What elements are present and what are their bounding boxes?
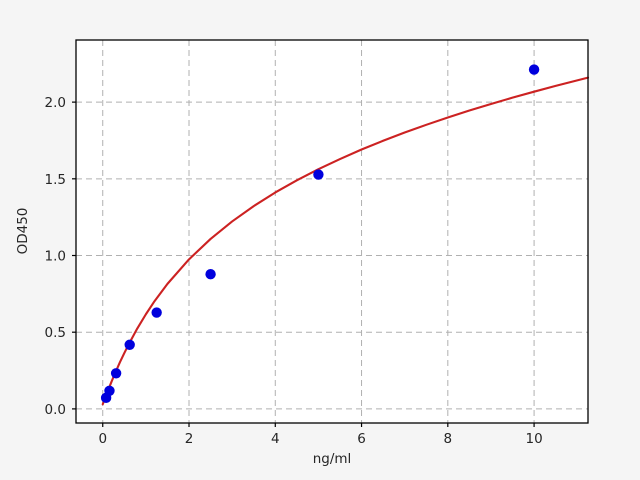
curve-path xyxy=(101,76,590,406)
y-tick-label: 1.5 xyxy=(45,172,66,188)
data-point-marker xyxy=(313,169,324,180)
y-tick-label: 2.0 xyxy=(45,95,66,111)
x-axis-title: ng/ml xyxy=(313,451,352,467)
x-tick-label: 8 xyxy=(444,431,453,447)
data-point-marker xyxy=(151,307,162,318)
y-tick-label: 0.5 xyxy=(45,325,66,341)
fitted-curve-line xyxy=(101,76,590,406)
data-point-marker xyxy=(528,64,540,75)
gridlines xyxy=(76,40,588,423)
x-tick-label: 2 xyxy=(185,431,194,447)
axes-background xyxy=(76,40,588,423)
data-point-marker xyxy=(110,368,122,379)
data-point-marker xyxy=(104,385,115,396)
y-tick-label: 0.0 xyxy=(45,402,66,418)
data-points xyxy=(100,64,540,404)
axis-ticks xyxy=(72,101,535,427)
data-point-marker xyxy=(205,269,216,280)
x-tick-label: 4 xyxy=(271,431,280,447)
data-point-marker xyxy=(124,339,135,350)
axes-frame xyxy=(75,39,589,424)
axis-tick-labels: 0 2 4 6 8 10 0.0 0.5 1.0 1.5 2.0 xyxy=(45,95,543,447)
y-axis-title: OD450 xyxy=(15,208,31,255)
x-tick-label: 6 xyxy=(357,431,366,447)
y-tick-label: 1.0 xyxy=(45,249,66,265)
x-tick-label: 10 xyxy=(525,431,542,447)
x-tick-label: 0 xyxy=(98,431,107,447)
